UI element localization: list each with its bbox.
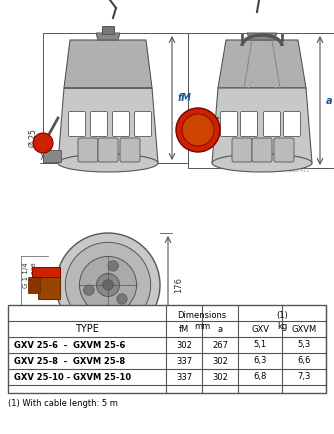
FancyBboxPatch shape: [232, 138, 252, 162]
Text: a: a: [217, 325, 222, 333]
Text: 6,3: 6,3: [253, 356, 267, 365]
Text: 267: 267: [212, 341, 228, 349]
Text: 302: 302: [212, 372, 228, 381]
Text: (1) With cable length: 5 m: (1) With cable length: 5 m: [8, 399, 118, 408]
Polygon shape: [64, 40, 152, 88]
Text: 176: 176: [174, 277, 183, 293]
Circle shape: [117, 294, 127, 304]
Text: fM: fM: [178, 93, 192, 103]
Circle shape: [65, 242, 151, 328]
FancyBboxPatch shape: [240, 112, 258, 137]
Polygon shape: [96, 33, 120, 40]
Circle shape: [108, 261, 118, 271]
Bar: [43, 33, 188, 163]
Text: GXV: GXV: [251, 325, 269, 333]
FancyBboxPatch shape: [78, 138, 98, 162]
FancyBboxPatch shape: [68, 112, 86, 137]
Circle shape: [182, 114, 214, 146]
Text: Ø 25: Ø 25: [29, 129, 38, 147]
Text: 302: 302: [176, 341, 192, 349]
Circle shape: [79, 256, 137, 314]
Text: 4363.411: 4363.411: [287, 168, 310, 173]
Text: 5,3: 5,3: [297, 341, 311, 349]
Circle shape: [176, 108, 220, 152]
Text: 56: 56: [103, 350, 113, 359]
Bar: [28, 277, 40, 293]
FancyBboxPatch shape: [252, 138, 272, 162]
Ellipse shape: [212, 154, 312, 172]
FancyBboxPatch shape: [120, 138, 140, 162]
Bar: [43, 150, 61, 162]
Text: G 1 1/4: G 1 1/4: [23, 262, 29, 288]
Circle shape: [103, 280, 113, 290]
Text: fM: fM: [179, 325, 189, 333]
Polygon shape: [218, 40, 306, 88]
FancyBboxPatch shape: [284, 112, 301, 137]
Bar: [102, 26, 114, 34]
Circle shape: [56, 233, 160, 337]
Circle shape: [97, 273, 120, 296]
Ellipse shape: [58, 154, 158, 172]
Text: Dimensions
mm: Dimensions mm: [177, 311, 227, 331]
Text: GXV 25-10 - GXVM 25-10: GXV 25-10 - GXVM 25-10: [14, 372, 131, 381]
Text: GXV 25-8  -  GXVM 25-8: GXV 25-8 - GXVM 25-8: [14, 356, 125, 365]
Polygon shape: [247, 33, 277, 40]
Text: 7,3: 7,3: [297, 372, 311, 381]
Bar: [38, 271, 60, 299]
FancyBboxPatch shape: [220, 112, 237, 137]
FancyBboxPatch shape: [98, 138, 118, 162]
FancyBboxPatch shape: [264, 112, 281, 137]
Text: a: a: [326, 95, 333, 105]
Text: 302: 302: [212, 356, 228, 365]
Polygon shape: [58, 88, 158, 163]
Text: 5,1: 5,1: [254, 341, 267, 349]
Text: (1)
kg: (1) kg: [276, 311, 288, 331]
FancyBboxPatch shape: [91, 112, 108, 137]
Text: TYPE: TYPE: [75, 324, 99, 334]
Text: 337: 337: [176, 356, 192, 365]
Text: ISO 228: ISO 228: [31, 263, 36, 287]
FancyBboxPatch shape: [113, 112, 130, 137]
Text: GXV 25-6  -  GXVM 25-6: GXV 25-6 - GXVM 25-6: [14, 341, 125, 349]
Circle shape: [33, 133, 53, 153]
FancyBboxPatch shape: [274, 138, 294, 162]
Text: 337: 337: [176, 372, 192, 381]
Text: 6,6: 6,6: [297, 356, 311, 365]
Bar: [32, 267, 60, 277]
Text: 6,8: 6,8: [253, 372, 267, 381]
FancyBboxPatch shape: [135, 112, 152, 137]
Text: GXVM: GXVM: [291, 325, 317, 333]
Bar: [8, 305, 326, 393]
Polygon shape: [212, 88, 312, 163]
Bar: [188, 33, 334, 168]
Circle shape: [84, 285, 94, 295]
